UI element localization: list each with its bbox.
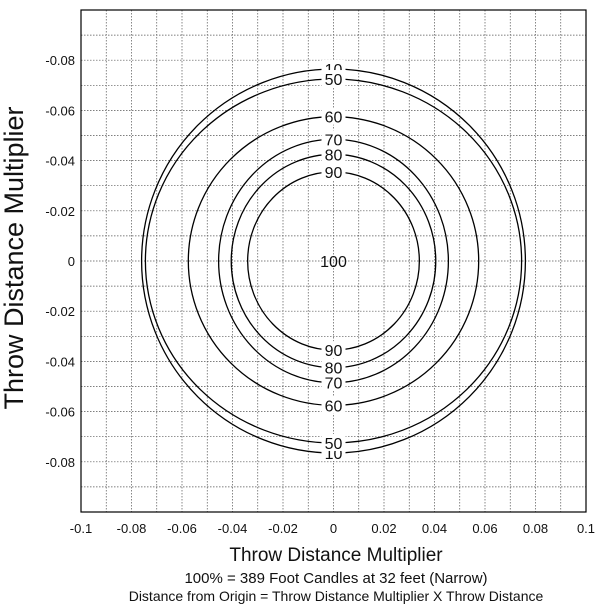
x-tick-labels: -0.1 -0.08 -0.06 -0.04 -0.02 0 0.02 0.04 0.06 0.0… xyxy=(70,521,595,536)
y-tick-label: -0.04 xyxy=(45,154,75,169)
x-tick-label: 0.04 xyxy=(422,521,447,536)
x-tick-label: 0.1 xyxy=(577,521,595,536)
contour-label-backdrop xyxy=(321,373,346,391)
chart-note-distance: Distance from Origin = Throw Distance Mu… xyxy=(129,588,544,604)
y-tick-label: 0 xyxy=(68,254,75,269)
contour-label-backdrop xyxy=(321,145,346,163)
x-tick-label: 0.02 xyxy=(371,521,396,536)
contour-label-backdrop xyxy=(321,433,346,451)
y-tick-label: -0.06 xyxy=(45,405,75,420)
contour-label-90: 90 xyxy=(325,165,343,182)
x-axis-title: Throw Distance Multiplier xyxy=(229,545,443,566)
contour-label-80: 80 xyxy=(325,147,343,164)
contour-label-60: 60 xyxy=(325,398,343,415)
y-tick-label: -0.08 xyxy=(45,53,75,68)
y-tick-label: -0.08 xyxy=(45,455,75,470)
y-axis-title: Throw Distance Multiplier xyxy=(0,106,29,409)
contour-label-60: 60 xyxy=(325,110,343,127)
x-tick-label: -0.1 xyxy=(70,521,92,536)
y-tick-label: -0.02 xyxy=(45,204,75,219)
contour-label-50: 50 xyxy=(325,436,343,453)
y-tick-label: -0.04 xyxy=(45,354,75,369)
plot-frame xyxy=(80,9,587,513)
contour-center-label: 100 xyxy=(320,254,347,271)
contour-label-backdrop xyxy=(321,70,346,88)
x-tick-label: -0.08 xyxy=(117,521,147,536)
contour-label-backdrop xyxy=(321,396,346,414)
y-tick-label: -0.02 xyxy=(45,304,75,319)
x-tick-label: -0.04 xyxy=(218,521,248,536)
x-tick-label: 0 xyxy=(330,521,337,536)
x-tick-label: -0.06 xyxy=(167,521,197,536)
x-tick-label: 0.06 xyxy=(472,521,497,536)
y-tick-labels: -0.08 -0.06 -0.04 -0.02 0 -0.02 -0.04 -0.06 -0.0… xyxy=(45,53,75,470)
contour-label-70: 70 xyxy=(325,376,343,393)
contour-label-backdrop xyxy=(321,358,346,376)
x-tick-label: 0.08 xyxy=(523,521,548,536)
chart-note-intensity: 100% = 389 Foot Candles at 32 feet (Narr… xyxy=(184,570,487,587)
contour-label-backdrop xyxy=(321,130,346,148)
x-tick-label: -0.02 xyxy=(268,521,298,536)
contour-label-80: 80 xyxy=(325,361,343,378)
contour-label-90: 90 xyxy=(325,343,343,360)
contour-label-50: 50 xyxy=(325,72,343,89)
contour-label-backdrop xyxy=(321,162,346,180)
contours: 101050506060707080809090100 xyxy=(140,59,527,463)
y-tick-label: -0.06 xyxy=(45,103,75,118)
contour-label-backdrop xyxy=(321,107,346,125)
contour-label-backdrop xyxy=(321,341,346,359)
contour-label-70: 70 xyxy=(325,132,343,149)
